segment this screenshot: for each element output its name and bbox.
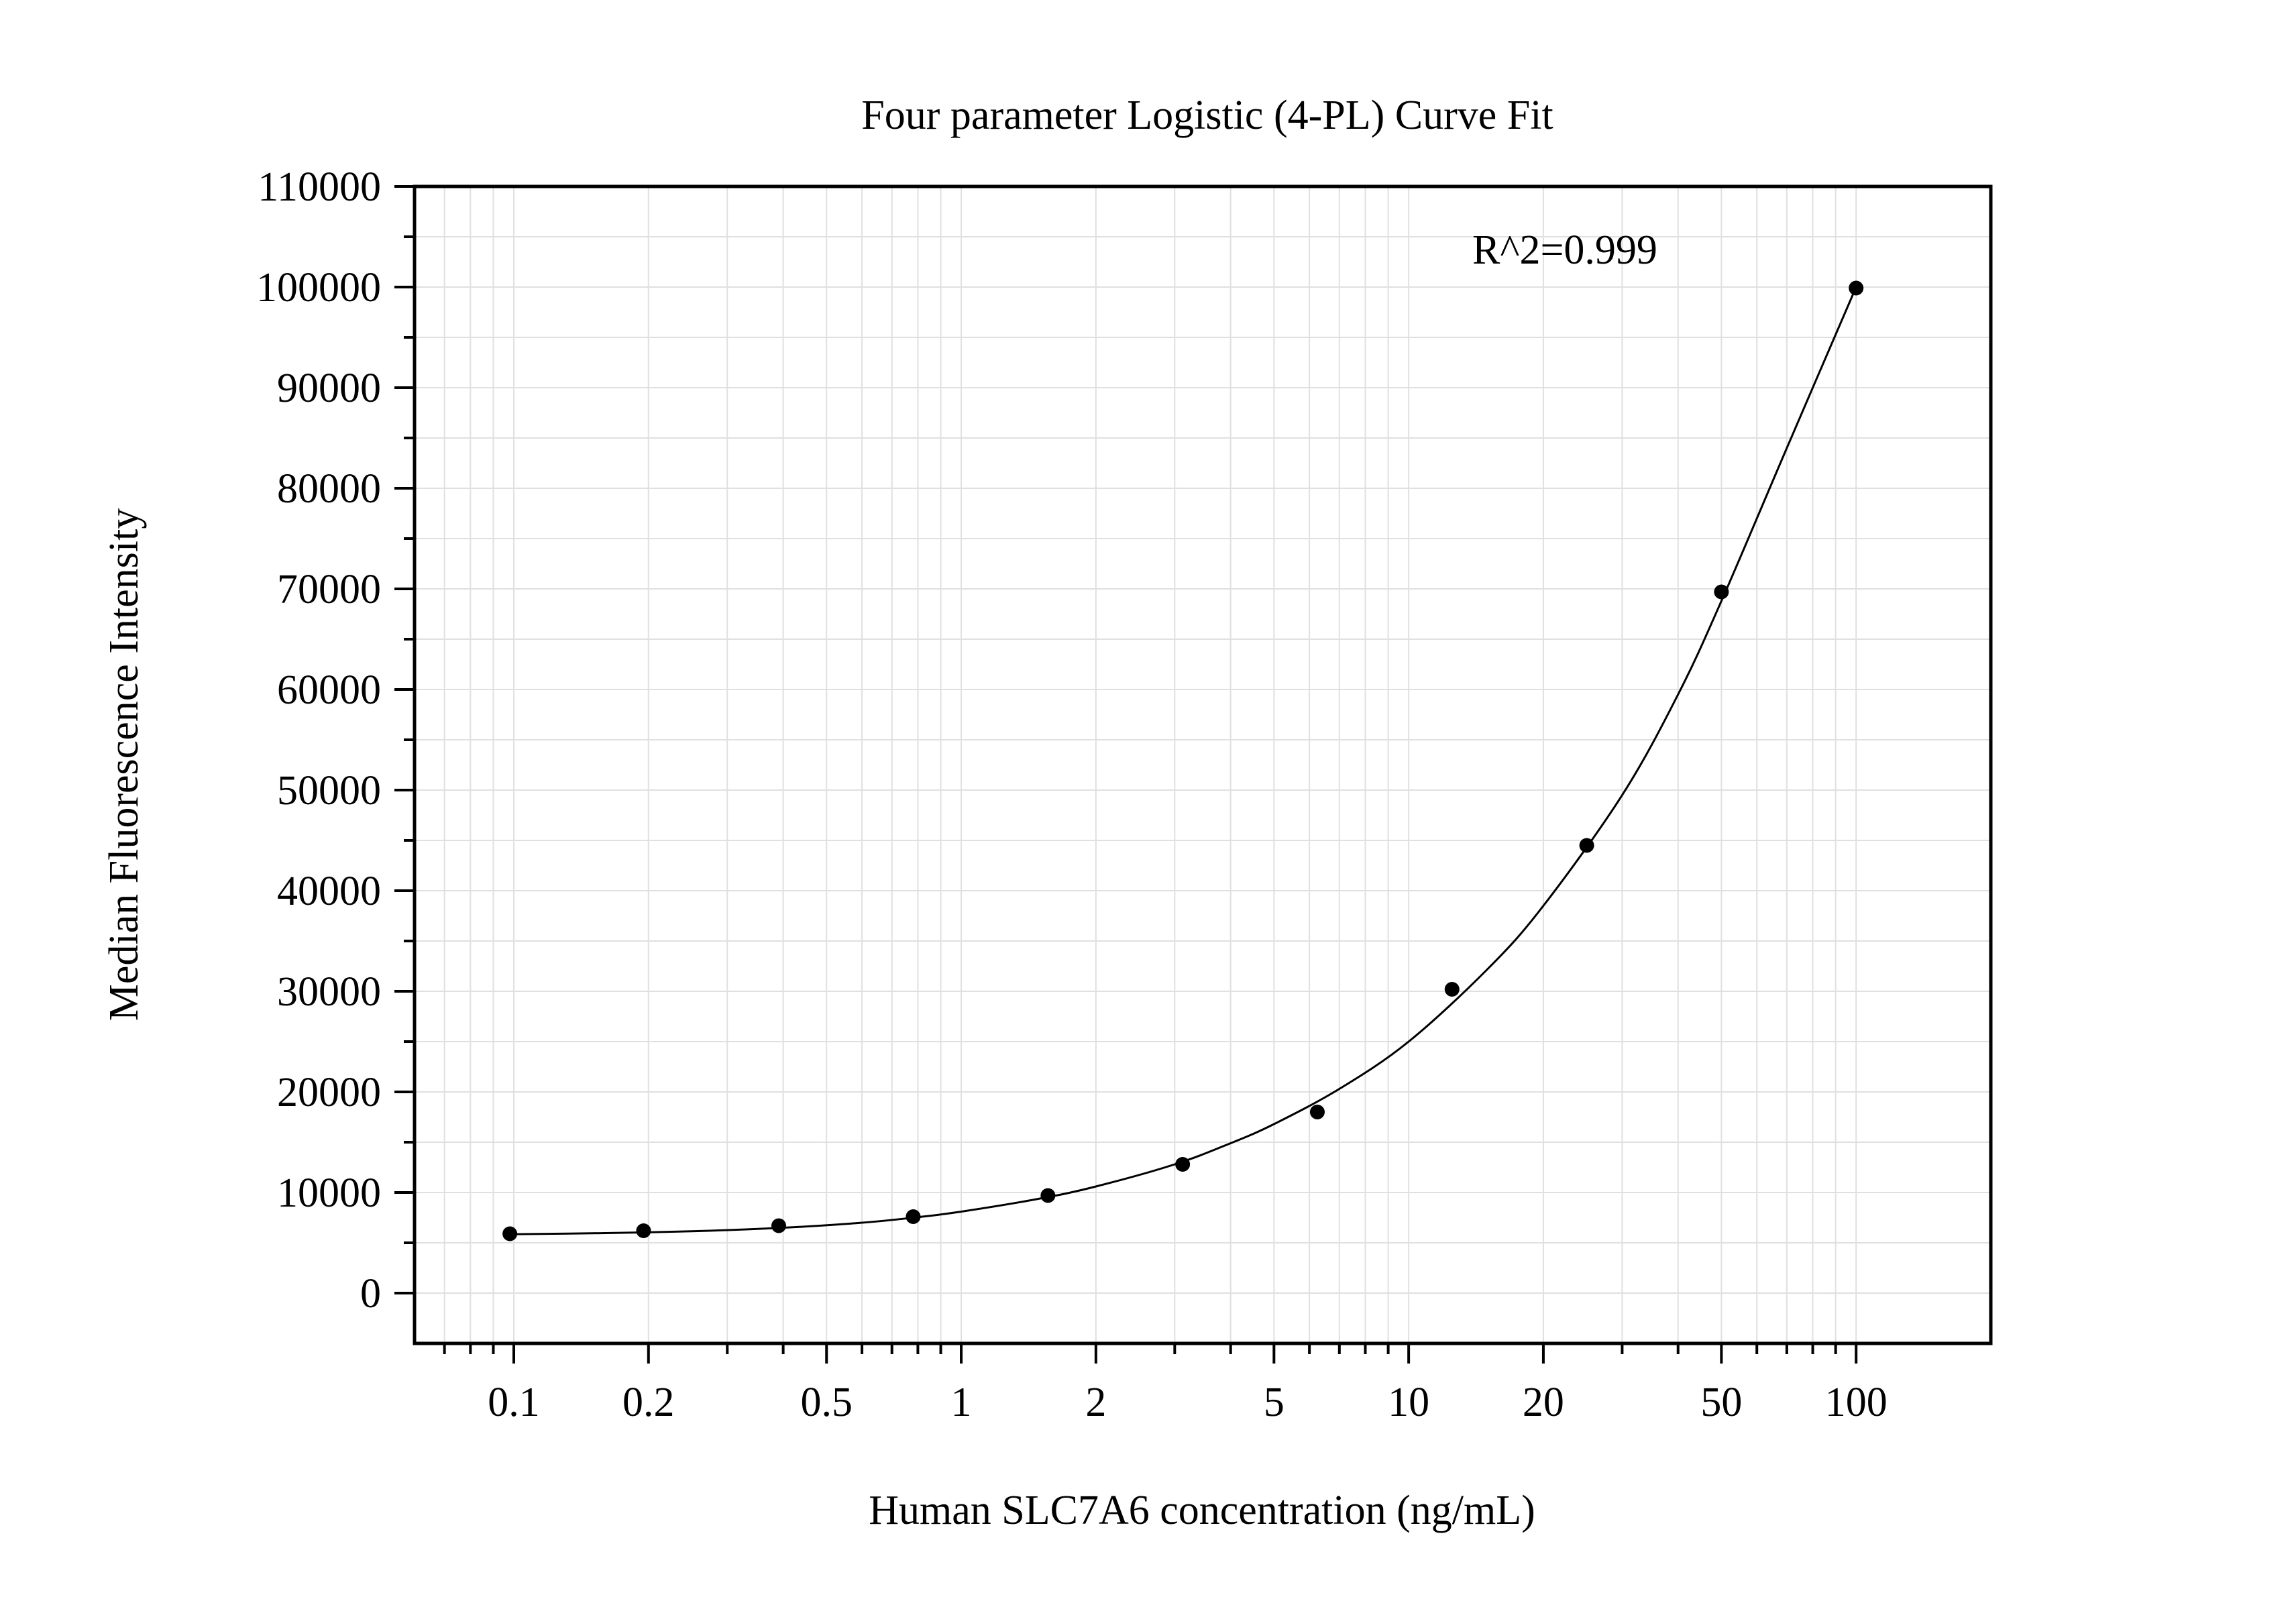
x-tick-label: 0.5: [800, 1380, 853, 1425]
y-tick-label: 50000: [277, 768, 381, 814]
ticks-layer: [394, 186, 1856, 1364]
data-point: [1310, 1105, 1325, 1119]
tick-labels-layer: 0.1 0.2 0.5 1 2 5 10 20 50 100 0 10000 20000 30000 400…: [256, 164, 1888, 1425]
y-tick-label: 60000: [277, 667, 381, 713]
x-tick-label: 0.2: [622, 1380, 675, 1425]
r-squared-annotation: R^2=0.999: [1472, 227, 1657, 273]
data-point: [1175, 1157, 1190, 1172]
chart-title: Four parameter Logistic (4-PL) Curve Fit: [861, 93, 1553, 138]
y-tick-label: 30000: [277, 969, 381, 1015]
data-point: [771, 1219, 786, 1233]
data-point: [1580, 838, 1594, 853]
data-point: [1040, 1188, 1055, 1203]
x-tick-label: 50: [1700, 1380, 1742, 1425]
data-points-layer: [502, 281, 1863, 1241]
x-tick-label: 0.1: [488, 1380, 540, 1425]
x-tick-label: 2: [1085, 1380, 1106, 1425]
x-tick-label: 100: [1825, 1380, 1888, 1425]
x-tick-label: 1: [951, 1380, 972, 1425]
y-tick-label: 40000: [277, 869, 381, 914]
y-tick-label: 20000: [277, 1070, 381, 1115]
data-point: [636, 1223, 651, 1238]
y-tick-label: 100000: [256, 265, 381, 311]
y-tick-label: 110000: [258, 164, 381, 210]
y-tick-label: 90000: [277, 366, 381, 411]
y-axis-label: Median Fluorescence Intensity: [101, 508, 147, 1021]
y-tick-label: 10000: [277, 1170, 381, 1216]
data-point: [502, 1227, 517, 1241]
x-tick-label: 20: [1523, 1380, 1564, 1425]
data-point: [1849, 281, 1863, 296]
data-point: [906, 1209, 920, 1224]
y-tick-label: 70000: [277, 567, 381, 612]
y-tick-label: 80000: [277, 466, 381, 512]
x-tick-label: 10: [1388, 1380, 1429, 1425]
plot-frame: [415, 186, 1991, 1343]
data-point: [1445, 982, 1460, 997]
data-point: [1714, 585, 1729, 600]
y-tick-label: 0: [360, 1271, 381, 1317]
x-tick-label: 5: [1264, 1380, 1284, 1425]
grid-layer: [415, 186, 1991, 1343]
x-axis-label: Human SLC7A6 concentration (ng/mL): [869, 1488, 1535, 1533]
